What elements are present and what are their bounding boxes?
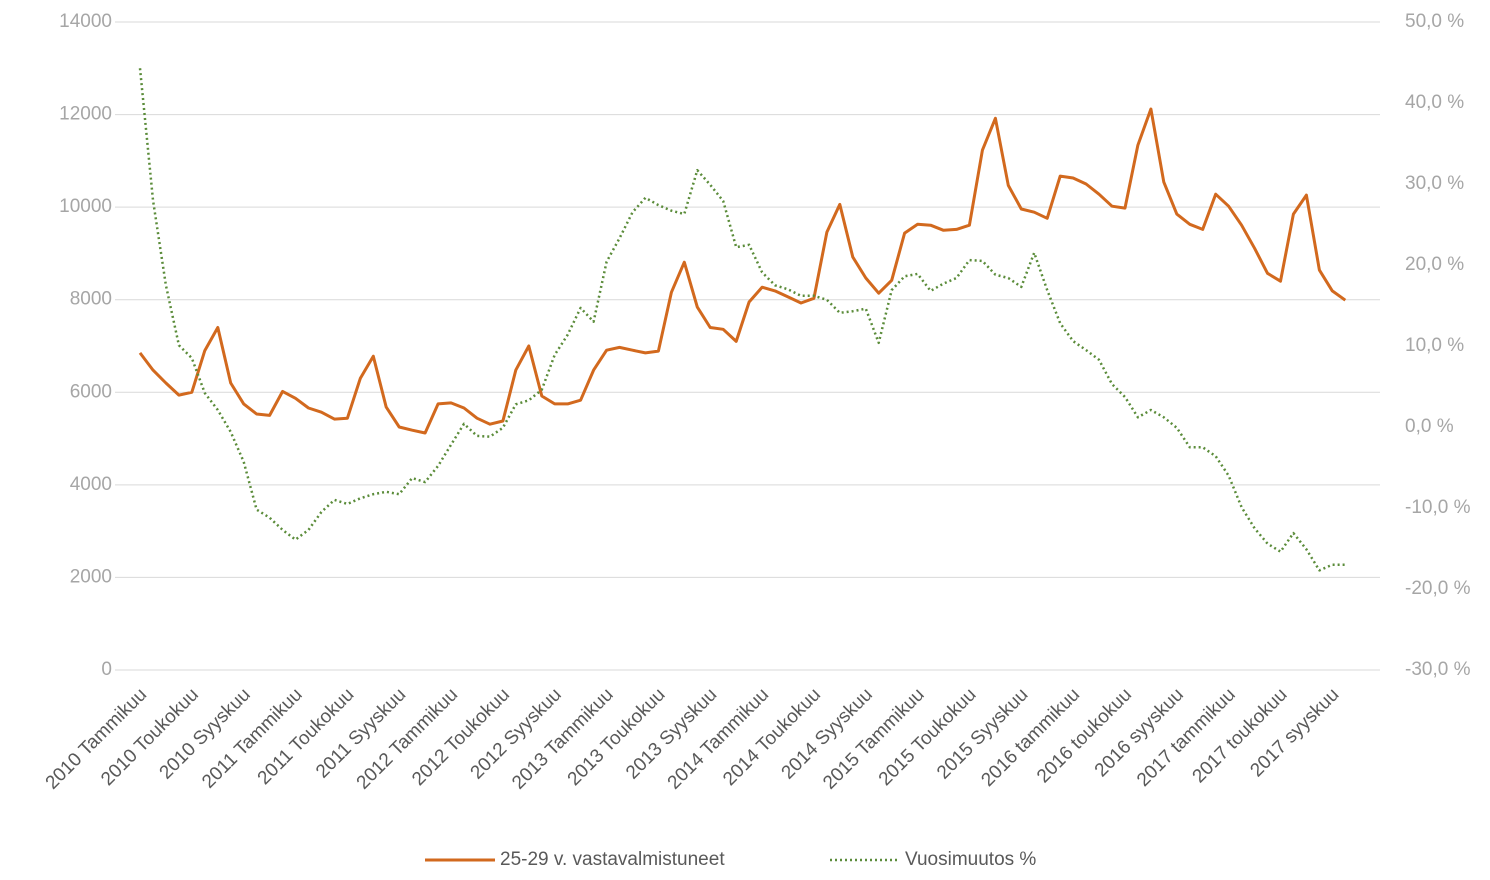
y2-tick-label: 0,0 % <box>1405 416 1454 437</box>
x-tick-label: 2015 Syyskuu <box>933 684 1032 783</box>
legend-label: Vuosimuutos % <box>905 849 1036 870</box>
y2-tick-label: 10,0 % <box>1405 335 1464 356</box>
y2-tick-label: 30,0 % <box>1405 173 1464 194</box>
x-tick-label: 2012 Syyskuu <box>467 684 566 783</box>
x-tick-label: 2013 Syyskuu <box>622 684 721 783</box>
y-tick-label: 14000 <box>59 11 112 32</box>
y2-tick-label: -20,0 % <box>1405 578 1471 599</box>
y-tick-label: 2000 <box>70 566 112 587</box>
x-tick-label: 2011 Syyskuu <box>312 684 410 782</box>
y-tick-label: 8000 <box>70 289 112 310</box>
y2-tick-label: -10,0 % <box>1405 497 1471 518</box>
y-tick-label: 6000 <box>70 381 112 402</box>
series-line <box>138 68 1346 572</box>
y-tick-label: 4000 <box>70 474 112 495</box>
y2-tick-label: 40,0 % <box>1405 92 1464 113</box>
y-tick-label: 12000 <box>59 104 112 125</box>
series-line <box>138 107 1347 435</box>
y2-tick-label: -30,0 % <box>1405 659 1471 680</box>
x-tick-label: 2010 Syyskuu <box>156 684 255 783</box>
x-tick-label: 2014 Syyskuu <box>778 684 877 783</box>
legend-label: 25-29 v. vastavalmistuneet <box>500 849 725 870</box>
y-tick-label: 0 <box>101 659 112 680</box>
y-tick-label: 10000 <box>59 196 112 217</box>
y2-tick-label: 50,0 % <box>1405 11 1464 32</box>
y2-tick-label: 20,0 % <box>1405 254 1464 275</box>
